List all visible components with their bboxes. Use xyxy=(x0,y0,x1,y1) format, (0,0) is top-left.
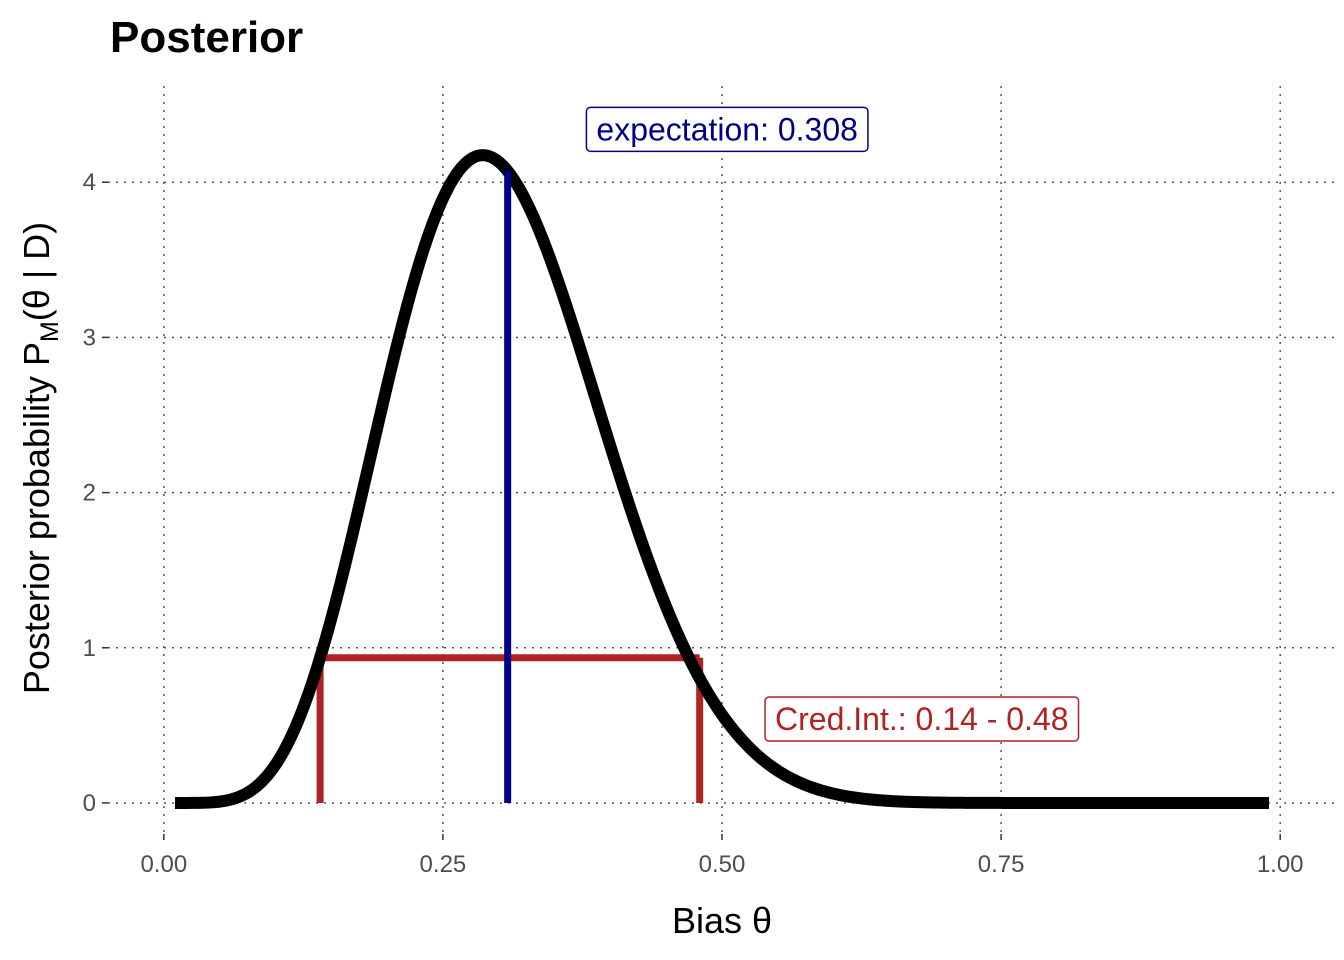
expectation-annotation: expectation: 0.308 xyxy=(586,107,868,151)
x-tick-label: 1.00 xyxy=(1257,851,1304,878)
y-tick-label: 0 xyxy=(83,790,96,817)
credible-interval-label: Cred.Int.: 0.14 - 0.48 xyxy=(775,701,1069,737)
y-axis: 0 1 2 3 4 xyxy=(83,169,108,817)
y-axis-label-subscript: M xyxy=(36,321,64,342)
chart-title: Posterior xyxy=(110,13,303,62)
y-tick-label: 2 xyxy=(83,480,96,507)
x-tick-label: 0.75 xyxy=(978,851,1025,878)
x-axis: 0.00 0.25 0.50 0.75 1.00 xyxy=(140,834,1303,878)
y-tick-label: 1 xyxy=(83,635,96,662)
y-axis-label-tail: (θ | D) xyxy=(16,222,57,321)
credible-interval-annotation: Cred.Int.: 0.14 - 0.48 xyxy=(765,697,1079,741)
x-tick-label: 0.50 xyxy=(699,851,746,878)
x-tick-label: 0.00 xyxy=(140,851,187,878)
expectation-label: expectation: 0.308 xyxy=(596,111,858,147)
y-tick-label: 3 xyxy=(83,324,96,351)
x-axis-label: Bias θ xyxy=(672,900,772,941)
x-tick-label: 0.25 xyxy=(420,851,467,878)
y-tick-label: 4 xyxy=(83,169,96,196)
y-axis-label-main: Posterior probability P xyxy=(16,342,57,694)
y-axis-label: Posterior probability PM(θ | D) xyxy=(16,222,64,694)
